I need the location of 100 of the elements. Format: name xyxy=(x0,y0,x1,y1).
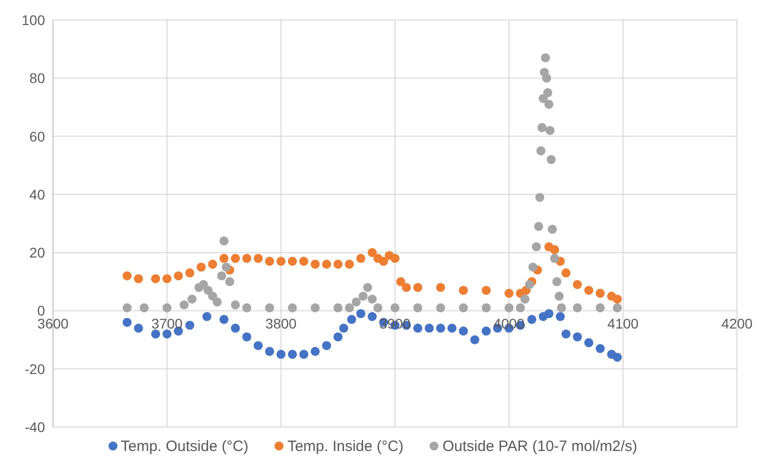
point xyxy=(572,280,582,290)
point xyxy=(162,329,172,338)
point xyxy=(548,224,557,234)
legend-label: Temp. Inside (°C) xyxy=(287,438,404,454)
point xyxy=(402,282,411,292)
x-tick-label: 4200 xyxy=(721,316,753,332)
point xyxy=(390,254,400,263)
point xyxy=(310,260,320,269)
point xyxy=(276,256,286,266)
point xyxy=(550,254,560,263)
point xyxy=(288,350,297,359)
y-tick-label: 60 xyxy=(29,128,46,144)
y-tick-label: 20 xyxy=(29,244,46,261)
point xyxy=(188,294,197,304)
point xyxy=(265,346,274,356)
point xyxy=(516,303,525,312)
point xyxy=(356,254,366,263)
point xyxy=(333,260,343,269)
point xyxy=(230,254,240,263)
point xyxy=(254,254,263,263)
point xyxy=(612,303,622,312)
point xyxy=(546,126,555,135)
point xyxy=(550,245,560,254)
point xyxy=(204,286,213,295)
point xyxy=(212,297,222,306)
point xyxy=(458,286,468,295)
point xyxy=(310,303,320,312)
point xyxy=(390,303,400,312)
point xyxy=(458,326,468,336)
y-tick-label: -20 xyxy=(24,360,46,377)
point xyxy=(368,294,377,304)
point xyxy=(151,329,160,338)
legend-label: Outside PAR (10-7 mol/m2/s) xyxy=(442,438,638,454)
y-tick-label: 40 xyxy=(29,186,46,202)
point xyxy=(596,303,605,312)
point xyxy=(276,350,286,359)
point xyxy=(546,155,556,164)
point xyxy=(140,303,149,312)
point xyxy=(352,297,361,306)
point xyxy=(482,303,491,312)
point xyxy=(540,53,550,62)
point xyxy=(265,256,274,266)
point xyxy=(447,324,457,333)
point xyxy=(458,303,468,312)
point xyxy=(482,326,491,336)
point xyxy=(612,352,622,362)
point xyxy=(230,300,240,310)
point xyxy=(198,280,208,290)
point xyxy=(185,320,194,330)
point xyxy=(196,262,206,272)
point xyxy=(299,350,308,359)
point xyxy=(122,318,132,327)
point xyxy=(122,271,132,280)
point xyxy=(134,324,144,333)
point xyxy=(225,277,234,286)
point xyxy=(584,338,594,348)
point xyxy=(344,260,354,269)
point xyxy=(556,303,566,312)
point xyxy=(532,242,541,252)
point xyxy=(504,288,514,298)
point xyxy=(396,277,406,286)
point xyxy=(122,303,132,312)
point xyxy=(612,294,622,304)
point xyxy=(162,274,172,284)
point xyxy=(356,309,366,318)
x-tick-label: 4100 xyxy=(607,316,639,332)
point xyxy=(368,248,377,258)
point xyxy=(174,271,183,280)
point xyxy=(333,303,343,312)
point xyxy=(413,282,422,292)
point xyxy=(520,294,530,304)
point xyxy=(222,262,231,272)
point xyxy=(219,254,229,263)
point xyxy=(219,314,229,324)
point xyxy=(373,303,382,312)
point xyxy=(536,146,546,156)
point xyxy=(538,123,547,132)
point xyxy=(368,312,377,322)
point xyxy=(333,332,343,342)
point xyxy=(322,260,332,269)
point xyxy=(527,314,536,324)
point xyxy=(542,74,552,83)
point xyxy=(504,303,514,312)
point xyxy=(543,88,552,98)
point xyxy=(344,303,354,312)
point xyxy=(347,314,356,324)
point xyxy=(413,324,422,333)
point xyxy=(219,236,229,246)
y-tick-label: 100 xyxy=(22,12,46,28)
point xyxy=(180,300,189,310)
point xyxy=(208,292,218,301)
point xyxy=(310,346,320,356)
point xyxy=(470,335,480,344)
point xyxy=(339,324,348,333)
x-tick-label: 3800 xyxy=(265,316,297,332)
point xyxy=(322,341,332,350)
point xyxy=(254,341,263,350)
point xyxy=(561,268,571,278)
point xyxy=(544,309,554,318)
point xyxy=(379,256,388,266)
